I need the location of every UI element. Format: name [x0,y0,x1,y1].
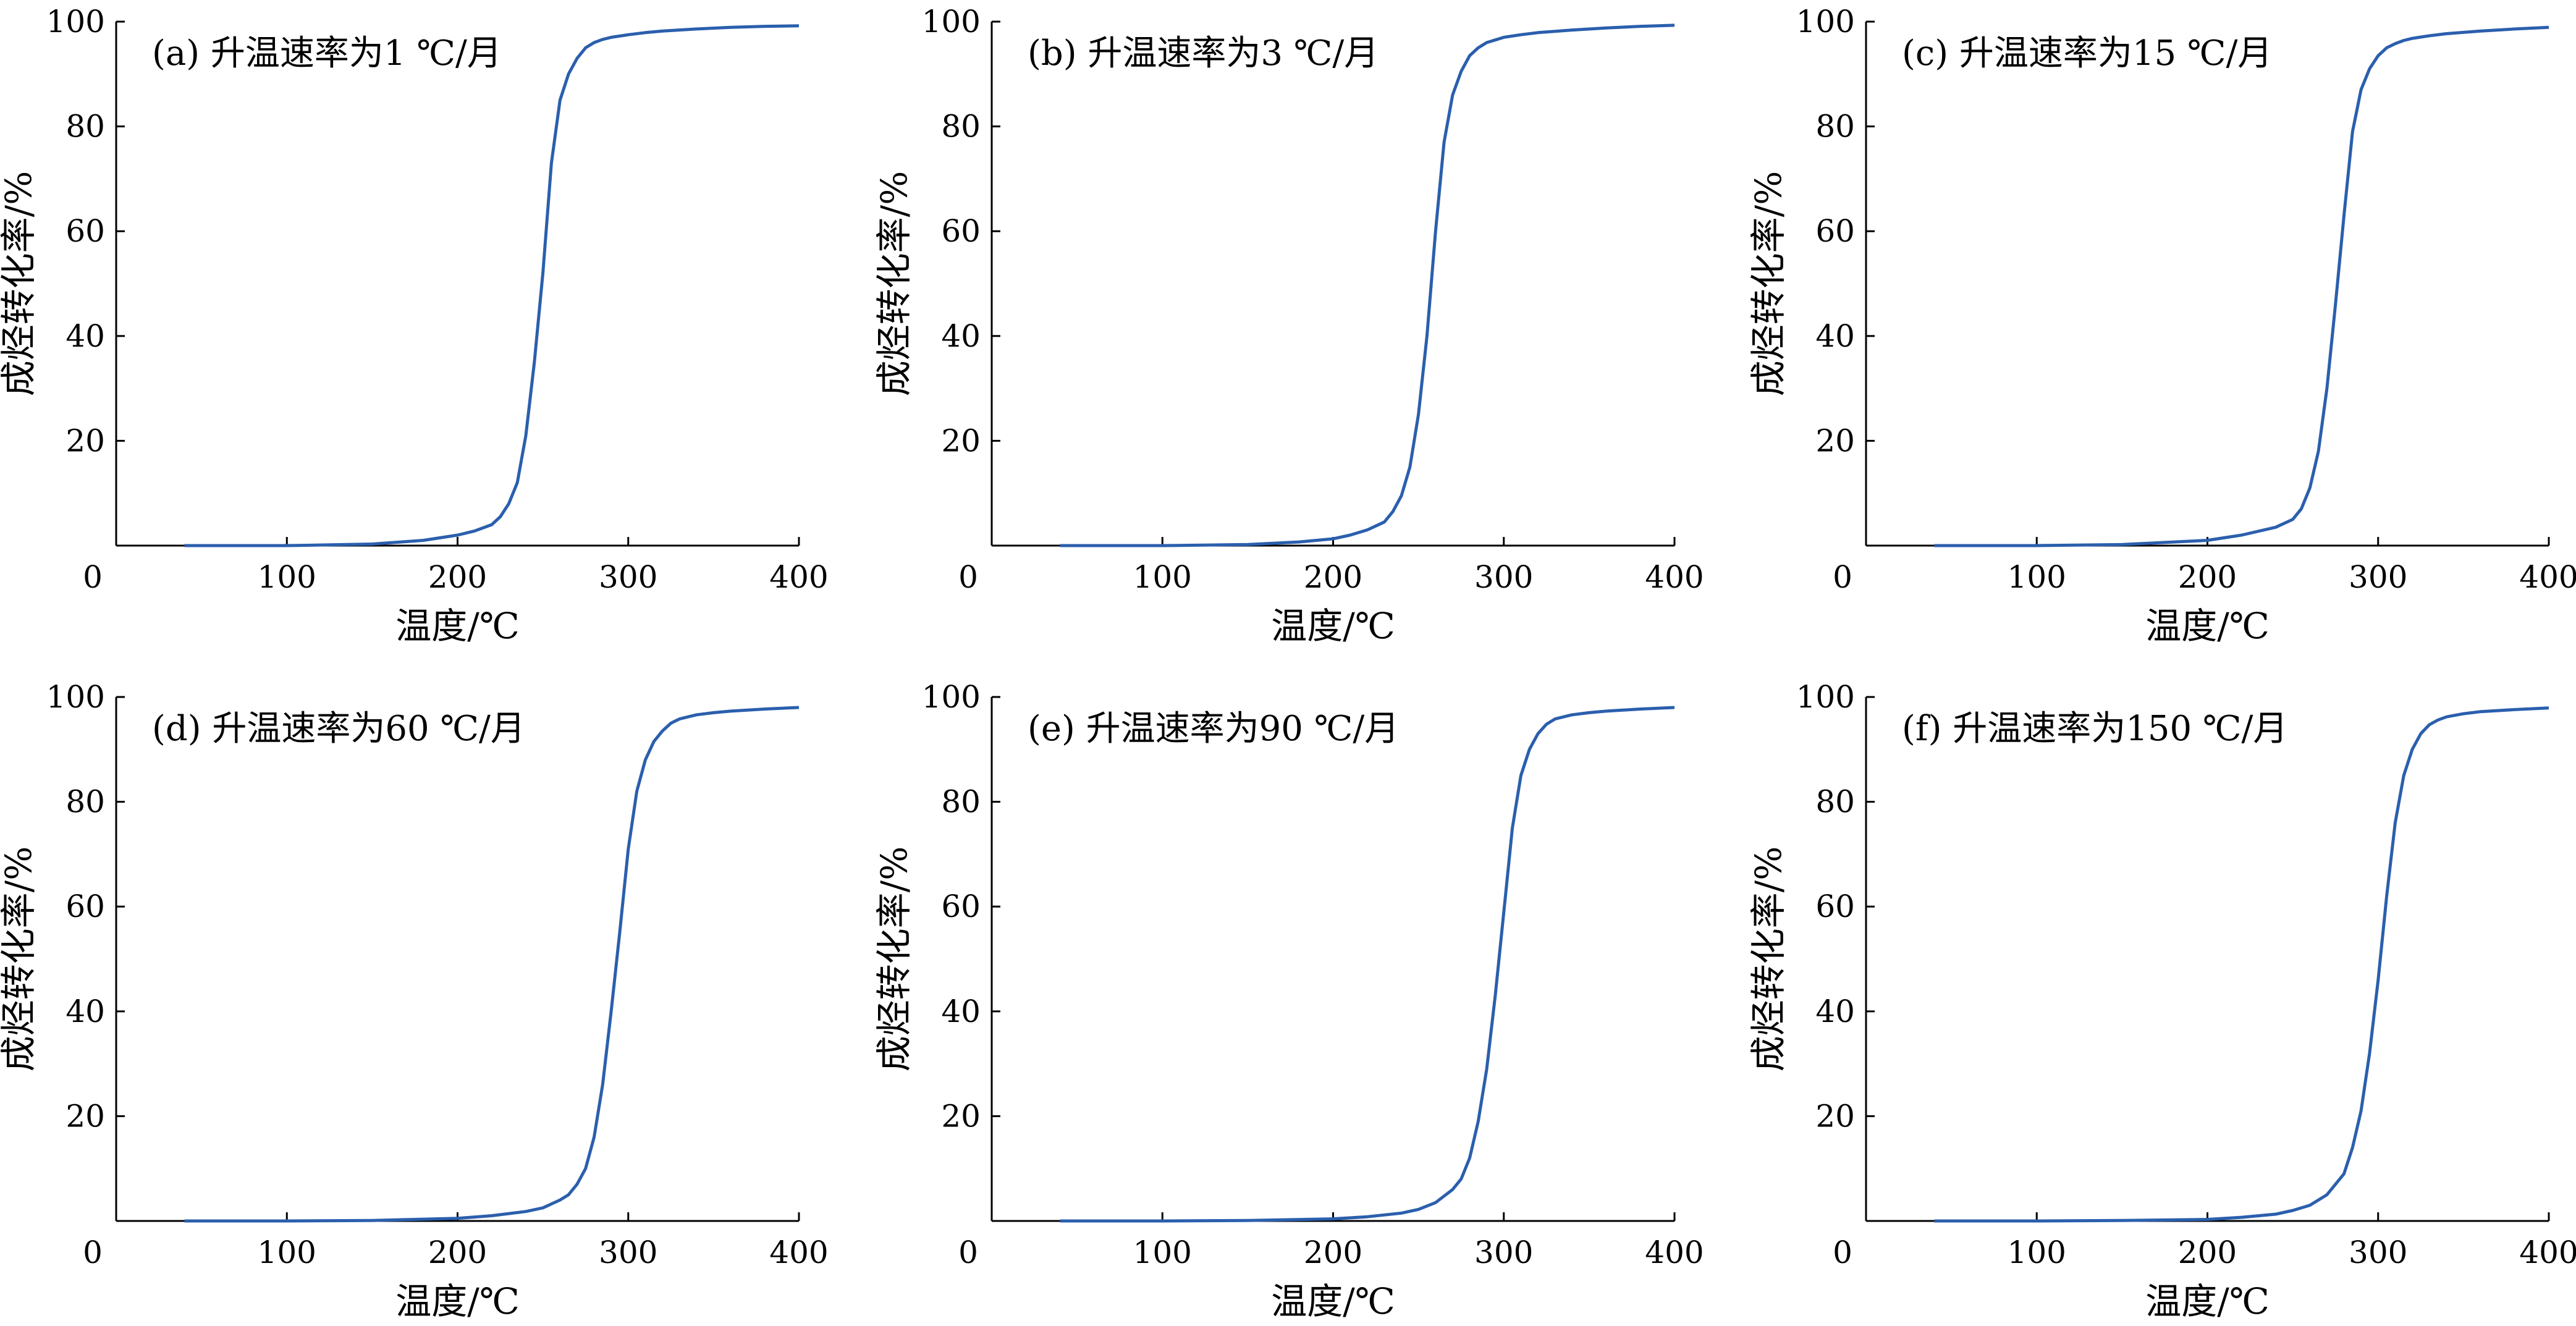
chart-panel-a: 0 100 200 300 400 20 40 60 80 100 (a) 升温速率为1 ℃/月温度… [0,4,829,647]
x-axis-title: 温度/℃ [395,605,519,647]
y-tick-label: 80 [1815,784,1855,820]
x-tick-label: 400 [1645,1235,1704,1270]
panel-title: (c) 升温速率为15 ℃/月 [1902,33,2272,74]
y-axis-title: 成烃转化率/% [0,171,40,397]
y-tick-label: 40 [65,318,105,354]
x-tick-label: 300 [1474,559,1533,595]
y-tick-label: 20 [941,423,981,458]
y-tick-label: 40 [941,994,981,1029]
y-tick-label: 100 [1796,4,1855,40]
y-tick-label: 100 [46,4,105,40]
series-line-b [1060,23,1675,547]
y-tick-label: 80 [65,784,105,820]
y-tick-label: 40 [1815,994,1855,1029]
y-tick-label: 80 [1815,109,1855,145]
x-tick-label: 400 [769,1235,828,1270]
y-tick-label: 20 [65,423,105,458]
x-tick-label: 300 [2349,1235,2407,1270]
x-tick-label: 100 [2008,559,2066,595]
x-tick-label: 200 [428,559,487,595]
panel-title: (d) 升温速率为60 ℃/月 [152,709,525,749]
series-line-a [184,24,800,547]
chart-panel-c: 0 100 200 300 400 20 40 60 80 100 (c) 升温速率为15 ℃/月温… [1747,4,2576,647]
panel-title: (a) 升温速率为1 ℃/月 [152,33,502,74]
series-line-e [1060,706,1675,1223]
y-tick-label: 80 [941,109,981,145]
x-tick-label: 200 [2178,559,2237,595]
x-tick-label: 100 [258,559,316,595]
x-tick-label: 300 [599,559,657,595]
y-axis-title: 成烃转化率/% [0,847,40,1072]
x-tick-label: 200 [2178,1235,2237,1270]
y-tick-label: 60 [941,213,981,249]
x-tick-label: 100 [1133,1235,1192,1270]
y-tick-label: 60 [1815,889,1855,924]
panel-title: (f) 升温速率为150 ℃/月 [1902,709,2287,749]
x-tick-label: 0 [1833,1235,1852,1270]
y-tick-label: 100 [922,679,981,715]
x-tick-label: 100 [258,1235,316,1270]
x-tick-label: 0 [958,559,978,595]
y-tick-label: 40 [1815,318,1855,354]
x-axis-title: 温度/℃ [1271,605,1395,647]
y-tick-label: 80 [65,109,105,145]
y-tick-label: 60 [941,889,981,924]
chart-panel-b: 0 100 200 300 400 20 40 60 80 100 (b) 升温速率为3 ℃/月温度… [873,4,1704,647]
y-tick-label: 20 [1815,423,1855,458]
y-tick-label: 40 [941,318,981,354]
x-tick-label: 100 [1133,559,1192,595]
chart-panel-f: 0 100 200 300 400 20 40 60 80 100 (f) 升温速率为150 ℃/月… [1747,679,2576,1322]
y-tick-label: 60 [65,889,105,924]
x-tick-label: 0 [958,1235,978,1270]
y-tick-label: 40 [65,994,105,1029]
y-tick-label: 100 [1796,679,1855,715]
y-axis-title: 成烃转化率/% [873,171,915,397]
y-axis-title: 成烃转化率/% [873,847,915,1072]
x-axis-title: 温度/℃ [2145,1280,2269,1322]
series-line-d [184,706,800,1223]
x-tick-label: 0 [1833,559,1852,595]
y-tick-label: 20 [1815,1098,1855,1134]
x-tick-label: 400 [2519,559,2576,595]
x-tick-label: 100 [2008,1235,2066,1270]
x-tick-label: 400 [769,559,828,595]
y-tick-label: 20 [65,1098,105,1134]
y-tick-label: 60 [65,213,105,249]
x-axis-title: 温度/℃ [2145,605,2269,647]
panel-title: (e) 升温速率为90 ℃/月 [1028,709,1399,749]
series-line-f [1934,706,2549,1223]
chart-panel-d: 0 100 200 300 400 20 40 60 80 100 (d) 升温速率为60 ℃/月温… [0,679,829,1322]
y-axis-title: 成烃转化率/% [1747,171,1789,397]
y-tick-label: 100 [922,4,981,40]
x-tick-label: 0 [83,1235,103,1270]
x-tick-label: 0 [83,559,103,595]
series-line-c [1934,25,2549,547]
y-axis-title: 成烃转化率/% [1747,847,1789,1072]
x-axis-title: 温度/℃ [1271,1280,1395,1322]
x-tick-label: 300 [599,1235,657,1270]
x-tick-label: 300 [2349,559,2407,595]
x-tick-label: 200 [428,1235,487,1270]
x-tick-label: 200 [1304,1235,1362,1270]
chart-panel-e: 0 100 200 300 400 20 40 60 80 100 (e) 升温速率为90 ℃/月温… [873,679,1704,1322]
x-axis-title: 温度/℃ [395,1280,519,1322]
panel-title: (b) 升温速率为3 ℃/月 [1028,33,1379,74]
y-tick-label: 80 [941,784,981,820]
x-tick-label: 300 [1474,1235,1533,1270]
x-tick-label: 200 [1304,559,1362,595]
y-tick-label: 20 [941,1098,981,1134]
y-tick-label: 100 [46,679,105,715]
y-tick-label: 60 [1815,213,1855,249]
x-tick-label: 400 [2519,1235,2576,1270]
x-tick-label: 400 [1645,559,1704,595]
